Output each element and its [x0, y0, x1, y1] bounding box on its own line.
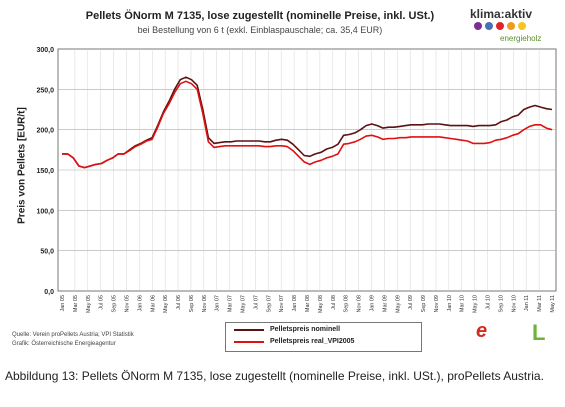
x-tick-label: Jul 07	[253, 295, 259, 310]
x-tick-label: Nov 07	[279, 295, 285, 312]
x-tick-label: Sep 10	[498, 295, 504, 312]
x-tick-label: Nov 08	[357, 295, 363, 312]
figure-caption: Abbildung 13: Pellets ÖNorm M 7135, lose…	[5, 369, 544, 383]
legend-label-nominal: Pelletspreis nominell	[270, 326, 341, 333]
y-tick-label: 50,0	[40, 249, 54, 256]
x-tick-label: Jan 07	[215, 295, 221, 312]
x-tick-label: Jul 05	[99, 295, 105, 310]
y-tick-label: 300,0	[36, 47, 54, 54]
partner-logos: e L	[470, 320, 560, 352]
x-tick-label: Jan 06	[137, 295, 143, 312]
legend-swatch-real	[234, 340, 264, 343]
source-line-2: Grafik: Österreichische Energieagentur	[12, 341, 116, 347]
brand-dot	[485, 22, 493, 30]
x-tick-label: May 08	[318, 295, 324, 313]
x-tick-label: Sep 07	[266, 295, 272, 312]
x-tick-label: May 06	[163, 295, 169, 313]
chart-subtitle: bei Bestellung von 6 t (exkl. Einblaspau…	[137, 25, 383, 35]
brand-dots	[474, 22, 526, 30]
lebensministerium-logo: L	[532, 320, 546, 345]
x-tick-label: Jan 08	[292, 295, 298, 312]
legend-label-real: Pelletspreis real_VPI2005	[270, 338, 355, 345]
brand-name: klima:aktiv	[470, 7, 533, 21]
legend-item-nominal: Pelletspreis nominell	[234, 326, 340, 333]
x-tick-label: May 10	[473, 295, 479, 313]
y-tick-label: 150,0	[36, 168, 54, 175]
x-tick-label: May 07	[241, 295, 247, 313]
legend-swatch-nominal	[234, 328, 264, 331]
x-tick-label: Sep 08	[344, 295, 350, 312]
x-tick-label: May 09	[395, 295, 401, 313]
x-tick-label: Nov 05	[124, 295, 130, 312]
x-tick-label: Jul 08	[331, 295, 337, 310]
x-tick-label: Nov 10	[511, 295, 517, 312]
x-tick-label: Jan 05	[60, 295, 66, 312]
x-tick-label: Mar 08	[305, 295, 311, 312]
x-tick-label: Jan 09	[369, 295, 375, 312]
x-tick-label: Mar 05	[73, 295, 79, 312]
x-tick-label: Jul 10	[486, 295, 492, 310]
x-tick-label: May 05	[86, 295, 92, 313]
brand-dot	[518, 22, 526, 30]
x-tick-label: Sep 06	[189, 295, 195, 312]
x-tick-label: Jan 10	[447, 295, 453, 312]
x-tick-label: Mar 07	[228, 295, 234, 312]
brand-dot	[507, 22, 515, 30]
y-tick-label: 200,0	[36, 128, 54, 135]
legend-item-real: Pelletspreis real_VPI2005	[234, 338, 354, 345]
x-tick-label: Mar 11	[537, 295, 543, 312]
x-tick-label: Sep 05	[112, 295, 118, 312]
klima-aktiv-logo: klima:aktiv energieholz	[470, 7, 560, 45]
x-tick-label: Sep 09	[421, 295, 427, 312]
x-tick-label: Mar 10	[460, 295, 466, 312]
x-tick-label: Jul 06	[176, 295, 182, 310]
x-tick-label: Mar 06	[150, 295, 156, 312]
x-tick-label: Nov 06	[202, 295, 208, 312]
x-tick-label: Jan 11	[524, 295, 530, 311]
x-tick-label: Mar 09	[382, 295, 388, 312]
y-tick-label: 100,0	[36, 208, 54, 215]
brand-sub: energieholz	[500, 34, 542, 43]
price-line-chart: 0,0 50,0 100,0 150,0 200,0 250,0 300,0 Jan 05 Ma…	[36, 47, 557, 313]
x-tick-label: May 11	[550, 295, 556, 313]
energy-agency-logo: e	[476, 320, 488, 342]
chart-legend: Pelletspreis nominell Pelletspreis real_…	[225, 322, 422, 352]
y-tick-label: 250,0	[36, 87, 54, 94]
source-line-1: Quelle: Verein proPellets Austria; VPI S…	[12, 332, 134, 338]
x-tick-label: Nov 09	[434, 295, 440, 312]
x-tick-label: Jul 09	[408, 295, 414, 310]
brand-dot	[496, 22, 504, 30]
brand-dot	[474, 22, 482, 30]
y-tick-label: 0,0	[44, 289, 54, 296]
chart-title: Pellets ÖNorm M 7135, lose zugestellt (n…	[85, 10, 435, 22]
series-line-real	[62, 80, 553, 169]
source-note: Quelle: Verein proPellets Austria; VPI S…	[12, 331, 134, 349]
